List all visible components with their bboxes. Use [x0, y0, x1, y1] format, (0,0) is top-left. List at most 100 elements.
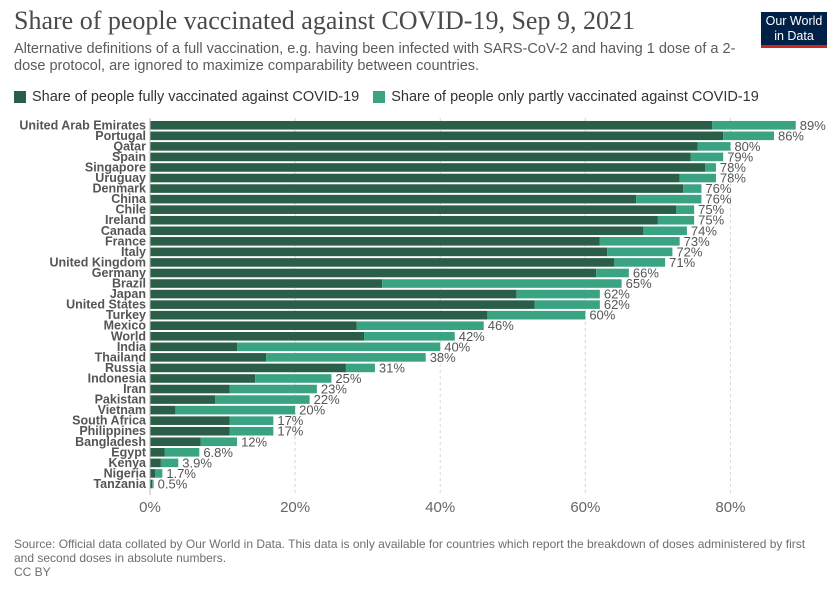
bar-full — [150, 163, 706, 172]
category-label: South Africa — [72, 414, 147, 428]
legend-item-full[interactable]: Share of people fully vaccinated against… — [14, 89, 359, 105]
bar-full — [150, 226, 644, 236]
category-label: Vietnam — [98, 403, 146, 417]
category-label: Philippines — [79, 424, 146, 438]
bar-full — [150, 194, 637, 204]
total-value-label: 40% — [444, 339, 470, 354]
total-value-label: 66% — [633, 265, 659, 280]
bar-partial — [712, 120, 796, 130]
bar-partial — [175, 405, 296, 415]
total-value-label: 65% — [626, 276, 652, 291]
category-label: Denmark — [93, 182, 147, 196]
bar-full — [150, 279, 383, 288]
bar-partial — [229, 416, 274, 425]
bar-full — [150, 173, 680, 183]
category-label: Turkey — [106, 308, 146, 322]
bar-partial — [643, 226, 687, 236]
legend-label-partial: Share of people only partly vaccinated a… — [391, 89, 759, 105]
bar-partial — [237, 342, 441, 352]
bar-full — [150, 247, 608, 257]
total-value-label: 73% — [684, 234, 710, 249]
legend-swatch-full — [14, 91, 26, 103]
total-value-label: 22% — [314, 392, 340, 407]
bar-partial — [164, 448, 200, 457]
bar-partial — [683, 184, 702, 193]
total-value-label: 6.8% — [203, 445, 233, 460]
category-label: Russia — [105, 361, 147, 375]
bar-full — [150, 289, 517, 299]
bar-partial — [516, 289, 600, 299]
bar-full — [150, 395, 216, 404]
bar-partial — [690, 152, 724, 162]
bar-full — [150, 215, 658, 225]
owid-logo[interactable]: Our World in Data — [761, 12, 827, 48]
bar-full — [150, 258, 615, 267]
legend: Share of people fully vaccinated against… — [14, 89, 773, 105]
total-value-label: 17% — [277, 413, 303, 428]
bar-full — [150, 458, 161, 468]
bar-partial — [255, 374, 332, 383]
bar-partial — [607, 247, 673, 257]
bar-full — [150, 300, 535, 309]
total-value-label: 71% — [669, 255, 695, 270]
total-value-label: 20% — [299, 403, 325, 418]
legend-item-partial[interactable]: Share of people only partly vaccinated a… — [373, 89, 759, 105]
category-label: Ireland — [105, 213, 146, 227]
bar-partial — [534, 300, 600, 309]
bar-partial — [697, 142, 731, 151]
total-value-label: 76% — [705, 192, 731, 207]
total-value-label: 80% — [734, 139, 760, 154]
bar-partial — [364, 331, 455, 341]
bar-full — [150, 448, 165, 457]
bar-partial — [723, 131, 774, 141]
bar-partial — [345, 363, 375, 373]
license-note[interactable]: CC BY — [14, 565, 51, 579]
bar-full — [150, 384, 230, 394]
chart-title: Share of people vaccinated against COVID… — [14, 6, 635, 35]
category-label: Qatar — [113, 139, 146, 153]
bar-full — [150, 426, 230, 436]
bar-partial — [614, 258, 666, 267]
category-label: Pakistan — [95, 393, 146, 407]
total-value-label: 74% — [691, 223, 717, 238]
bar-partial — [487, 310, 586, 320]
category-label: United Kingdom — [49, 255, 146, 269]
category-label: Iran — [123, 382, 146, 396]
bar-full — [150, 131, 724, 141]
total-value-label: 79% — [727, 149, 753, 164]
total-value-label: 38% — [430, 350, 456, 365]
logo-accent-bar — [761, 45, 827, 48]
bar-full — [150, 374, 256, 383]
total-value-label: 12% — [241, 434, 267, 449]
category-label: Uruguay — [95, 171, 146, 185]
bar-full — [150, 205, 677, 214]
bar-partial — [636, 194, 702, 204]
bar-partial — [596, 268, 629, 278]
category-label: Chile — [115, 203, 146, 217]
total-value-label: 89% — [800, 118, 826, 133]
bar-partial — [229, 384, 317, 394]
category-label: Bangladesh — [75, 435, 146, 449]
x-tick-label: 40% — [425, 499, 455, 516]
category-label: Nigeria — [104, 466, 147, 480]
total-value-label: 60% — [589, 308, 615, 323]
category-label: Japan — [110, 287, 146, 301]
total-value-label: 75% — [698, 202, 724, 217]
bar-full — [150, 237, 600, 246]
category-label: India — [117, 340, 147, 354]
bar-partial — [599, 237, 680, 246]
bar-partial — [215, 395, 310, 404]
chart-subtitle: Alternative definitions of a full vaccin… — [14, 41, 736, 74]
bar-full — [150, 469, 156, 478]
bar-full — [150, 342, 238, 352]
category-label: Tanzania — [93, 477, 147, 491]
bar-partial — [152, 479, 154, 489]
bar-full — [150, 416, 230, 425]
total-value-label: 76% — [705, 181, 731, 196]
bar-full — [150, 331, 365, 341]
category-label: Italy — [121, 245, 146, 259]
bar-full — [150, 437, 201, 447]
bar-full — [150, 184, 684, 193]
bar-partial — [266, 353, 426, 362]
